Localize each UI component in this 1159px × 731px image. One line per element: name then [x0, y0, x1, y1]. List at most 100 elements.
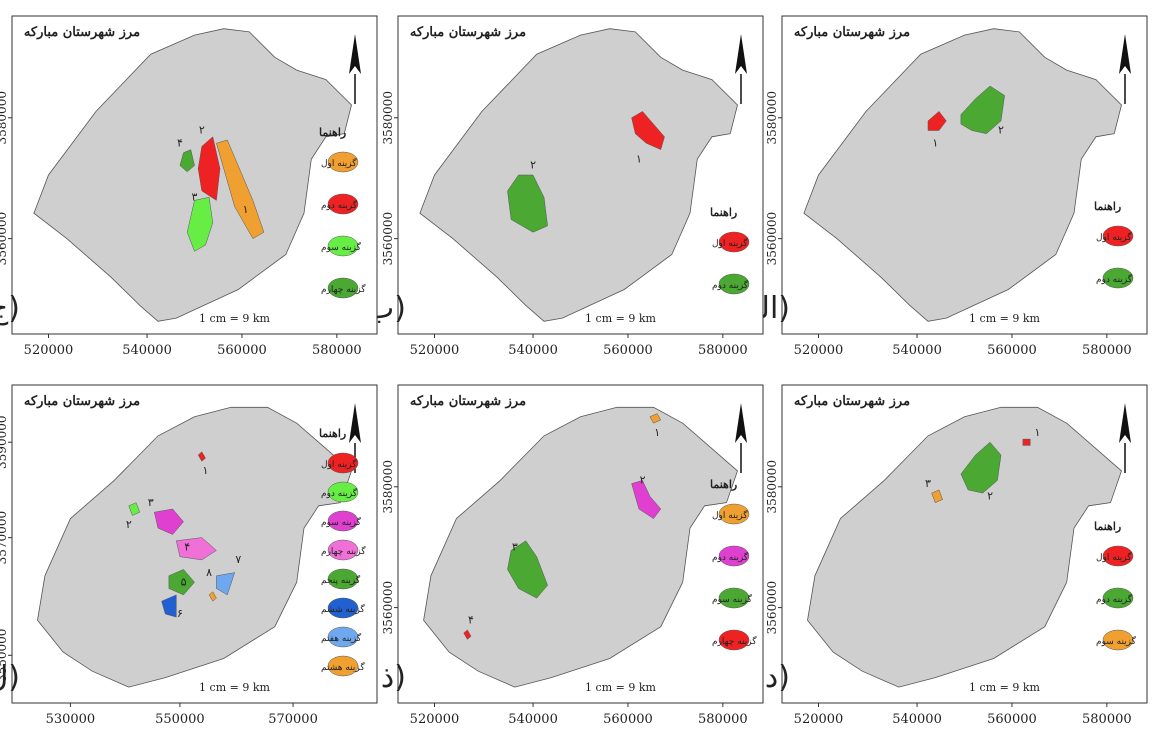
map-title: مرز شهرستان مبارکه	[410, 25, 526, 40]
map-title: مرز شهرستان مبارکه	[24, 25, 140, 40]
x-tick-label: 580000	[698, 343, 748, 358]
x-tick-label: 520000	[410, 343, 460, 358]
site-marker-2: ۲	[126, 518, 132, 531]
x-tick-label: 550000	[155, 712, 205, 727]
site-area-1	[1022, 438, 1031, 446]
y-tick-label: 3560000	[381, 581, 395, 634]
legend-label-2: گزینه دوم	[712, 279, 749, 291]
site-area-1	[216, 139, 265, 239]
site-area-1	[631, 111, 665, 150]
north-arrow-icon	[349, 34, 361, 74]
site-area-2	[507, 174, 548, 233]
site-area-2	[631, 480, 662, 519]
legend-label-1: گزینه اول	[1096, 551, 1132, 563]
site-marker-2: ۲	[998, 124, 1004, 137]
legend-label-1: گزینه اول	[321, 157, 357, 169]
x-tick-label: 560000	[603, 343, 653, 358]
site-marker-2: ۲	[530, 159, 536, 172]
map-title: مرز شهرستان مبارکه	[410, 394, 526, 409]
legend-swatch-4	[718, 629, 750, 651]
legend-title: راهنما	[710, 206, 737, 219]
scale-text: 1 cm = 9 km	[585, 312, 656, 325]
legend-swatch-3	[327, 510, 359, 532]
site-marker-4: ۴	[184, 540, 190, 553]
county-boundary	[33, 28, 352, 322]
y-tick-label: 3580000	[381, 460, 395, 513]
site-marker-1: ۱	[202, 464, 208, 477]
y-tick-label: 3560000	[765, 581, 779, 634]
site-marker-2: ۲	[199, 124, 205, 137]
panel-label: (ج	[0, 291, 20, 326]
panel-label: (ذ	[381, 660, 406, 695]
legend-swatch-1	[718, 231, 750, 253]
legend-swatch-7	[327, 626, 359, 648]
legend-label-4: گزینه چهارم	[321, 545, 366, 557]
site-marker-1: ۱	[1035, 426, 1041, 439]
y-tick-label: 3560000	[0, 212, 9, 265]
map-panel-alef: ۱ ۲ مرز شهرستان مبارکه راهنما گزینه اول گزینه…	[718, 15, 1148, 358]
x-tick-label: 520000	[794, 712, 844, 727]
legend-label-4: گزینه چهارم	[712, 635, 757, 647]
site-area-6	[161, 594, 177, 618]
map-panel-dal: ۱ ۲ ۳ مرز شهرستان مبارکه راهنما گزینه اول گزین…	[765, 384, 1148, 727]
x-tick-label: 540000	[892, 343, 942, 358]
legend-label-1: گزینه اول	[321, 458, 357, 470]
county-boundary	[807, 406, 1122, 688]
legend-label-1: گزینه اول	[1096, 231, 1132, 243]
legend-label-2: گزینه دوم	[321, 199, 358, 211]
site-marker-4: ۴	[468, 614, 474, 627]
site-marker-3: ۳	[925, 477, 931, 490]
site-marker-1: ۱	[654, 426, 660, 439]
map-title: مرز شهرستان مبارکه	[794, 25, 910, 40]
legend-swatch-2	[1102, 267, 1134, 289]
map-panel-be: ۱ ۲ مرز شهرستان مبارکه راهنما گزینه اول گزینه…	[366, 15, 764, 358]
panel-label: (د	[765, 660, 790, 695]
site-area-8	[208, 591, 217, 602]
site-area-3	[931, 489, 943, 504]
x-tick-label: 580000	[1082, 343, 1132, 358]
x-tick-label: 540000	[508, 712, 558, 727]
legend-label-3: گزینه سوم	[712, 593, 753, 605]
legend-label-3: گزینه سوم	[321, 241, 362, 253]
site-marker-8: ۸	[206, 566, 212, 579]
x-tick-label: 530000	[46, 712, 96, 727]
county-boundary	[419, 28, 738, 322]
x-tick-label: 560000	[603, 712, 653, 727]
north-arrow-icon	[735, 403, 747, 443]
site-marker-4: ۴	[177, 136, 183, 149]
site-area-3	[507, 540, 548, 599]
scale-text: 1 cm = 9 km	[969, 312, 1040, 325]
y-tick-label: 3580000	[765, 91, 779, 144]
x-tick-label: 580000	[698, 712, 748, 727]
north-arrow-icon	[1119, 34, 1131, 74]
site-marker-1: ۱	[243, 203, 249, 216]
map-title: مرز شهرستان مبارکه	[24, 394, 140, 409]
map-panel-zal: ۱ ۲ ۳ ۴ مرز شهرستان مبارکه راهنما گزینه اول گزی…	[381, 384, 764, 727]
legend-label-3: گزینه سوم	[321, 516, 362, 528]
scale-text: 1 cm = 9 km	[199, 312, 270, 325]
site-area-3	[153, 508, 184, 535]
site-marker-3: ۳	[192, 190, 198, 203]
x-tick-label: 580000	[1082, 712, 1132, 727]
legend-title: راهنما	[1094, 520, 1121, 533]
y-tick-label: 3580000	[381, 91, 395, 144]
legend-swatch-5	[327, 568, 359, 590]
site-area-5	[168, 569, 195, 596]
legend-label-2: گزینه دوم	[712, 551, 749, 563]
site-area-4	[175, 537, 217, 561]
site-marker-6: ۶	[177, 607, 183, 620]
panel-label: (ل	[0, 660, 20, 695]
legend-swatch-4	[327, 277, 359, 299]
legend-swatch-2	[327, 481, 359, 503]
north-arrow-icon	[349, 403, 361, 443]
y-tick-label: 3560000	[765, 212, 779, 265]
legend-swatch-2	[1102, 587, 1134, 609]
y-tick-label: 3550000	[0, 629, 9, 682]
legend-title: راهنما	[319, 427, 346, 440]
legend-label-2: گزینه دوم	[321, 487, 358, 499]
x-tick-label: 570000	[268, 712, 318, 727]
legend-swatch-1	[1102, 225, 1134, 247]
legend-title: راهنما	[1094, 200, 1121, 213]
x-tick-label: 520000	[794, 343, 844, 358]
